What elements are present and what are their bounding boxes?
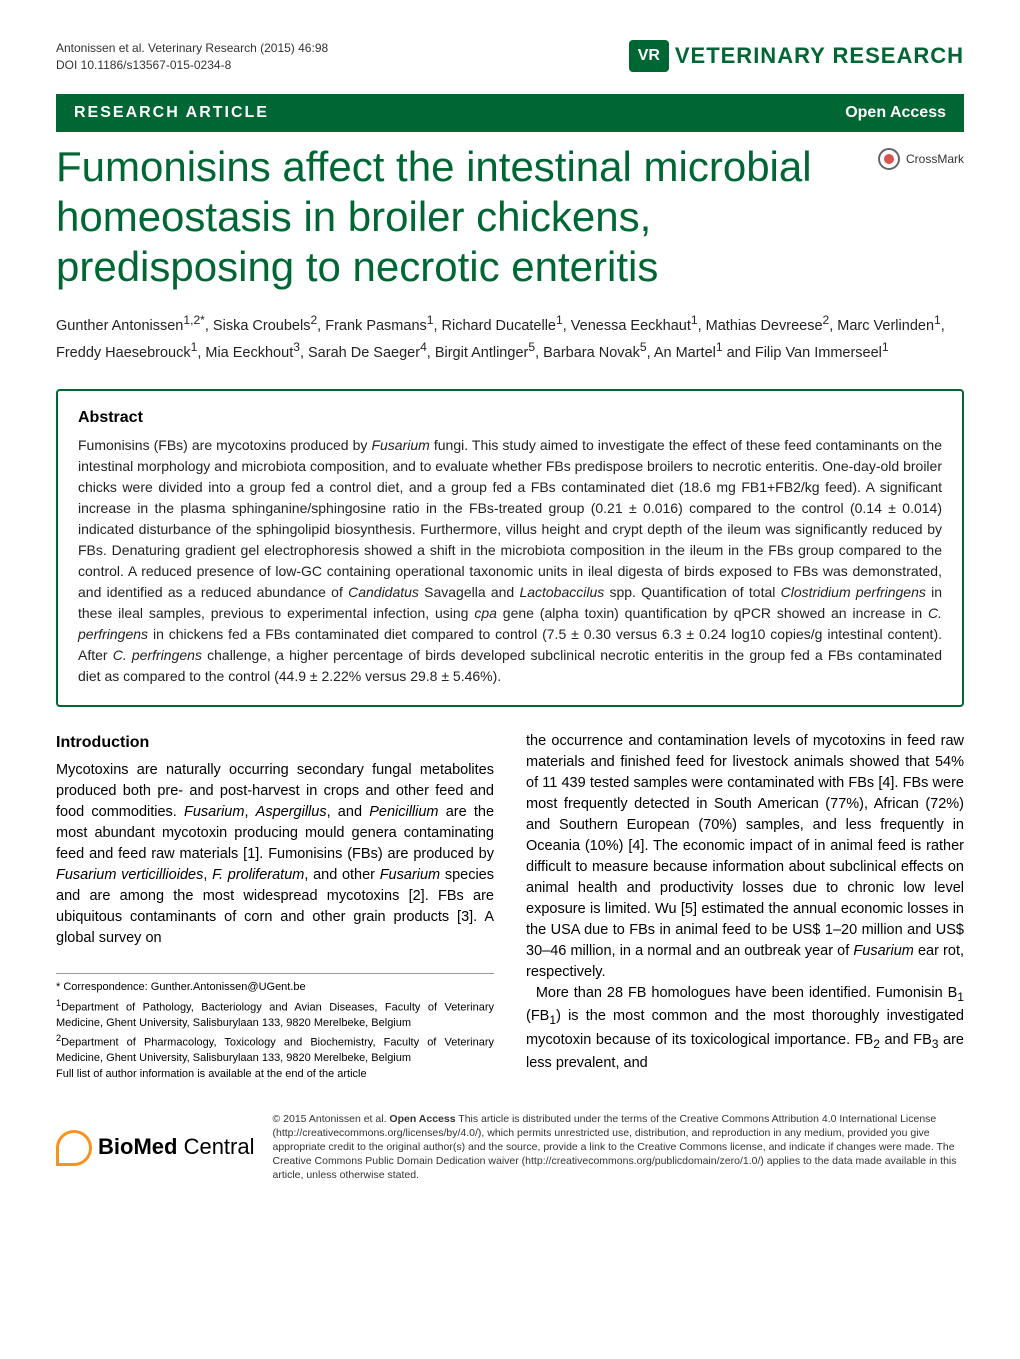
doi: DOI 10.1186/s13567-015-0234-8	[56, 57, 328, 74]
journal-name: VETERINARY RESEARCH	[675, 43, 964, 69]
abstract-box: Abstract Fumonisins (FBs) are mycotoxins…	[56, 389, 964, 707]
intro-right-text: the occurrence and contamination levels …	[526, 731, 964, 1074]
article-type-banner: RESEARCH ARTICLE Open Access	[56, 94, 964, 132]
vr-logo-icon: VR	[629, 40, 669, 72]
intro-left-text: Mycotoxins are naturally occurring secon…	[56, 760, 494, 949]
biomed-central-logo: BioMed Central	[56, 1130, 255, 1164]
citation: Antonissen et al. Veterinary Research (2…	[56, 40, 328, 57]
left-column: Introduction Mycotoxins are naturally oc…	[56, 731, 494, 1084]
correspondence-email: * Correspondence: Gunther.Antonissen@UGe…	[56, 980, 494, 995]
license-text: © 2015 Antonissen et al. Open Access Thi…	[273, 1112, 965, 1183]
correspondence-block: * Correspondence: Gunther.Antonissen@UGe…	[56, 973, 494, 1083]
running-header: Antonissen et al. Veterinary Research (2…	[56, 40, 328, 74]
full-author-info-note: Full list of author information is avail…	[56, 1067, 494, 1082]
bmc-icon	[56, 1130, 90, 1164]
abstract-heading: Abstract	[78, 409, 942, 427]
author-list: Gunther Antonissen1,2*, Siska Croubels2,…	[56, 311, 964, 365]
journal-logo: VR VETERINARY RESEARCH	[629, 40, 964, 72]
article-type: RESEARCH ARTICLE	[74, 104, 269, 122]
article-title: Fumonisins affect the intestinal microbi…	[56, 142, 858, 293]
bmc-bold: BioMed	[98, 1134, 177, 1159]
affiliation-2: 2Department of Pharmacology, Toxicology …	[56, 1032, 494, 1066]
bmc-light: Central	[177, 1134, 254, 1159]
publisher-footer: BioMed Central © 2015 Antonissen et al. …	[56, 1112, 964, 1183]
crossmark-badge[interactable]: CrossMark	[878, 148, 964, 170]
crossmark-icon	[878, 148, 900, 170]
right-column: the occurrence and contamination levels …	[526, 731, 964, 1084]
open-access-label: Open Access	[845, 104, 946, 122]
affiliation-1: 1Department of Pathology, Bacteriology a…	[56, 997, 494, 1031]
introduction-heading: Introduction	[56, 731, 494, 754]
bmc-text: BioMed Central	[98, 1134, 255, 1160]
abstract-body: Fumonisins (FBs) are mycotoxins produced…	[78, 435, 942, 687]
crossmark-text: CrossMark	[906, 152, 964, 166]
